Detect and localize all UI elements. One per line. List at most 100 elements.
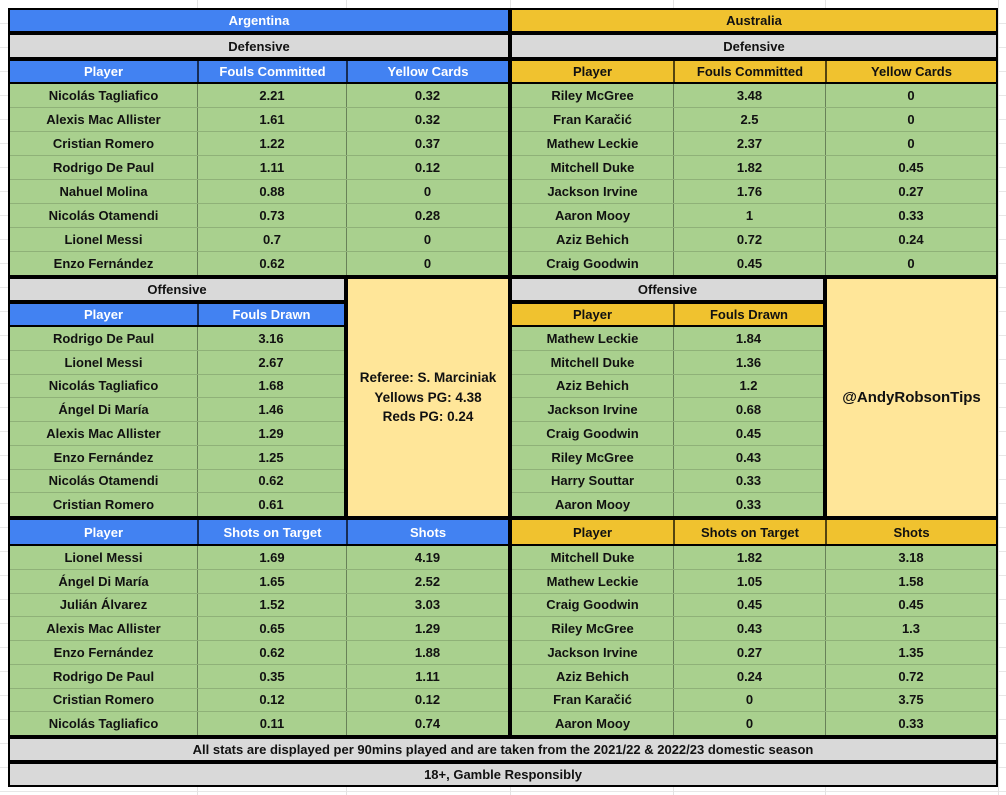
column-header-fouls-drawn[interactable]: Fouls Drawn — [673, 304, 823, 325]
stat-cell[interactable]: 1.65 — [197, 569, 346, 593]
stat-cell[interactable]: 1.05 — [673, 569, 825, 593]
stat-cell[interactable]: 0.12 — [346, 688, 508, 712]
player-name-cell[interactable]: Aaron Mooy — [554, 497, 631, 513]
stat-cell[interactable]: 1.11 — [197, 156, 346, 179]
stat-cell[interactable]: 1.29 — [197, 422, 344, 445]
table-row[interactable]: Ángel Di María 1.46 — [10, 397, 344, 421]
player-name-cell[interactable]: Cristian Romero — [52, 497, 155, 513]
stat-cell[interactable]: 0.72 — [673, 228, 825, 251]
column-header-fouls-committed[interactable]: Fouls Committed — [197, 61, 346, 82]
stat-cell[interactable]: 0 — [825, 84, 996, 107]
table-row[interactable]: Nicolás Otamendi 0.62 — [10, 468, 344, 493]
table-row[interactable]: Alexis Mac Allister 1.61 0.32 — [10, 107, 508, 131]
table-row[interactable]: Mitchell Duke 1.36 — [512, 349, 823, 374]
stat-cell[interactable]: 0 — [825, 132, 996, 155]
stat-cell[interactable]: 0 — [346, 252, 508, 275]
table-row[interactable]: Mathew Leckie 2.37 0 — [512, 131, 996, 155]
player-name-cell[interactable]: Rodrigo De Paul — [52, 160, 155, 175]
stat-cell[interactable]: 0.61 — [197, 493, 344, 516]
stat-cell[interactable]: 1.52 — [197, 593, 346, 617]
column-header-shots-on-target[interactable]: Shots on Target — [673, 520, 825, 544]
stat-cell[interactable]: 0 — [673, 712, 825, 735]
table-row[interactable]: Nicolás Tagliafico 0.11 0.74 — [10, 711, 508, 735]
column-header-shots-on-target[interactable]: Shots on Target — [197, 520, 346, 544]
stat-cell[interactable]: 0.74 — [346, 712, 508, 735]
table-row[interactable]: Mitchell Duke 1.82 0.45 — [512, 155, 996, 179]
column-header-shots[interactable]: Shots — [346, 520, 508, 544]
stat-cell[interactable]: 2.67 — [197, 350, 344, 374]
stat-cell[interactable]: 1.11 — [346, 664, 508, 688]
table-row[interactable]: Mathew Leckie 1.05 1.58 — [512, 568, 996, 593]
table-row[interactable]: Aziz Behich 1.2 — [512, 373, 823, 398]
table-row[interactable]: Lionel Messi 0.7 0 — [10, 227, 508, 251]
player-name-cell[interactable]: Nahuel Molina — [59, 184, 148, 199]
player-name-cell[interactable]: Alexis Mac Allister — [46, 112, 161, 127]
player-name-cell[interactable]: Enzo Fernández — [53, 644, 154, 660]
stat-cell[interactable]: 1.29 — [346, 617, 508, 640]
column-header-player[interactable]: Player — [572, 64, 613, 79]
stats-disclaimer[interactable]: All stats are displayed per 90mins playe… — [8, 737, 998, 762]
stat-cell[interactable]: 1.3 — [825, 617, 996, 640]
stat-cell[interactable]: 0.24 — [825, 228, 996, 251]
stat-cell[interactable]: 0.27 — [673, 641, 825, 664]
stat-cell[interactable]: 0 — [673, 688, 825, 712]
stat-cell[interactable]: 2.37 — [673, 132, 825, 155]
player-name-cell[interactable]: Jackson Irvine — [547, 644, 638, 660]
table-row[interactable]: Aaron Mooy 1 0.33 — [512, 203, 996, 227]
stat-cell[interactable]: 0 — [825, 108, 996, 131]
stat-cell[interactable]: 4.19 — [346, 546, 508, 569]
player-name-cell[interactable]: Ángel Di María — [58, 402, 149, 418]
player-name-cell[interactable]: Enzo Fernández — [53, 449, 154, 465]
stat-cell[interactable]: 0.27 — [825, 180, 996, 203]
player-name-cell[interactable]: Mathew Leckie — [546, 330, 639, 346]
table-row[interactable]: Riley McGree 0.43 1.3 — [512, 616, 996, 640]
table-row[interactable]: Cristian Romero 0.61 — [10, 492, 344, 516]
column-header-player[interactable]: Player — [572, 524, 613, 540]
player-name-cell[interactable]: Mathew Leckie — [546, 573, 639, 589]
player-name-cell[interactable]: Craig Goodwin — [546, 256, 639, 271]
stat-cell[interactable]: 3.16 — [197, 327, 344, 350]
column-header-fouls-drawn[interactable]: Fouls Drawn — [197, 304, 344, 325]
stat-cell[interactable]: 1.84 — [673, 327, 823, 350]
stat-cell[interactable]: 1.88 — [346, 641, 508, 664]
stat-cell[interactable]: 0.33 — [825, 204, 996, 227]
player-name-cell[interactable]: Aziz Behich — [556, 668, 629, 684]
table-row[interactable]: Lionel Messi 2.67 — [10, 349, 344, 374]
stat-cell[interactable]: 0 — [346, 180, 508, 203]
stat-cell[interactable]: 3.03 — [346, 593, 508, 617]
table-row[interactable]: Harry Souttar 0.33 — [512, 468, 823, 493]
player-name-cell[interactable]: Cristian Romero — [52, 136, 155, 151]
table-row[interactable]: Jackson Irvine 0.68 — [512, 397, 823, 421]
stat-cell[interactable]: 3.18 — [825, 546, 996, 569]
stat-cell[interactable]: 1.68 — [197, 374, 344, 398]
table-row[interactable]: Cristian Romero 0.12 0.12 — [10, 687, 508, 712]
table-row[interactable]: Craig Goodwin 0.45 — [512, 421, 823, 445]
table-row[interactable]: Rodrigo De Paul 0.35 1.11 — [10, 663, 508, 688]
table-row[interactable]: Aziz Behich 0.24 0.72 — [512, 663, 996, 688]
column-header-player[interactable]: Player — [83, 307, 124, 322]
stat-cell[interactable]: 1.69 — [197, 546, 346, 569]
table-row[interactable]: Rodrigo De Paul 1.11 0.12 — [10, 155, 508, 179]
player-name-cell[interactable]: Mitchell Duke — [550, 549, 635, 565]
stat-cell[interactable]: 0.11 — [197, 712, 346, 735]
table-row[interactable]: Nahuel Molina 0.88 0 — [10, 179, 508, 203]
argentina-defensive-label[interactable]: Defensive — [8, 33, 510, 59]
player-name-cell[interactable]: Cristian Romero — [52, 692, 155, 708]
table-row[interactable]: Aaron Mooy 0.33 — [512, 492, 823, 516]
stat-cell[interactable]: 2.52 — [346, 569, 508, 593]
stat-cell[interactable]: 1.22 — [197, 132, 346, 155]
player-name-cell[interactable]: Rodrigo De Paul — [52, 668, 155, 684]
player-name-cell[interactable]: Jackson Irvine — [547, 184, 638, 199]
player-name-cell[interactable]: Craig Goodwin — [546, 597, 639, 613]
table-row[interactable]: Enzo Fernández 0.62 1.88 — [10, 640, 508, 664]
stat-cell[interactable]: 0.45 — [673, 252, 825, 275]
table-row[interactable]: Rodrigo De Paul 3.16 — [10, 327, 344, 350]
player-name-cell[interactable]: Ángel Di María — [58, 573, 149, 589]
stat-cell[interactable]: 0.12 — [197, 688, 346, 712]
stat-cell[interactable]: 0.62 — [197, 252, 346, 275]
stat-cell[interactable]: 0.35 — [197, 664, 346, 688]
argentina-offensive-label[interactable]: Offensive — [8, 277, 346, 302]
table-row[interactable]: Fran Karačić 2.5 0 — [512, 107, 996, 131]
table-row[interactable]: Enzo Fernández 1.25 — [10, 444, 344, 469]
player-name-cell[interactable]: Nicolás Tagliafico — [48, 716, 159, 732]
